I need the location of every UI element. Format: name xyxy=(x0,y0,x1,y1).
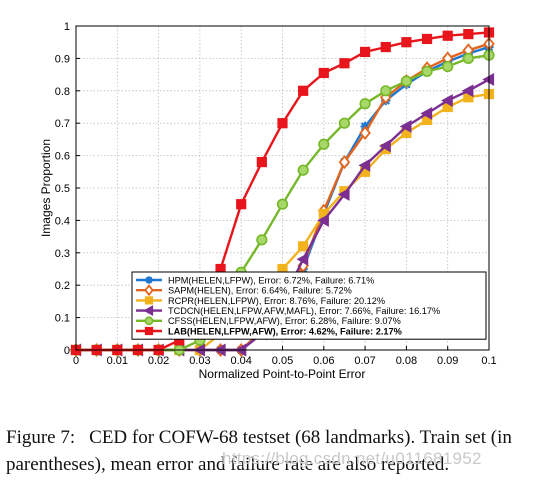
x-tick-label: 0.02 xyxy=(148,355,169,367)
y-tick-label: 0.3 xyxy=(55,248,70,260)
data-point xyxy=(421,33,433,45)
data-point xyxy=(317,213,329,227)
data-point xyxy=(296,252,309,266)
data-point xyxy=(298,241,309,252)
y-tick-label: 0.5 xyxy=(55,183,70,195)
legend-box xyxy=(131,271,487,340)
y-tick-label: 0.7 xyxy=(55,118,70,130)
y-tick-label: 0.8 xyxy=(55,86,70,98)
data-point xyxy=(380,41,391,53)
legend-item: TCDCN(HELEN,LFPW,AFW,MAFL), Error: 7.66%… xyxy=(136,305,440,317)
data-point xyxy=(359,98,371,110)
plot-frame xyxy=(75,25,490,351)
caption-number: Figure 7: xyxy=(6,427,76,448)
x-tick-label: 0.04 xyxy=(230,355,251,367)
figure-caption: Figure 7: CED for COFW-68 testset (68 lan… xyxy=(6,424,542,478)
legend-label: HPM(HELEN,LFPW), Error: 6.72%, Failure: … xyxy=(168,275,374,285)
legend-label: CFSS(HELEN,LFPW,AFW), Error: 6.28%, Fail… xyxy=(168,316,401,326)
x-tick-label: 0.01 xyxy=(107,355,128,367)
x-tick-label: 0.1 xyxy=(481,355,496,367)
legend-marker xyxy=(144,316,154,326)
legend-label: SAPM(HELEN), Error: 6.64%, Failure: 5.72… xyxy=(168,286,352,296)
data-point xyxy=(441,94,453,107)
legend-label: TCDCN(HELEN,LFPW,AFW,MAFL), Error: 7.66%… xyxy=(168,306,440,316)
y-tick-label: 1 xyxy=(64,21,70,33)
watermark: https://blog.csdn.net/u011681952 xyxy=(222,449,482,468)
legend-item: LAB(HELEN,LFPW,AFW), Error: 4.62%, Failu… xyxy=(136,326,402,336)
x-tick-label: 0.03 xyxy=(189,355,210,367)
x-tick-label: 0.05 xyxy=(272,355,293,367)
data-point xyxy=(276,198,289,210)
data-point xyxy=(400,75,413,87)
data-point xyxy=(420,107,433,120)
y-axis-label: Images Proportion xyxy=(39,139,53,237)
data-point xyxy=(338,155,351,170)
data-point xyxy=(318,138,330,150)
legend-item: CFSS(HELEN,LFPW,AFW), Error: 6.28%, Fail… xyxy=(136,316,401,326)
data-point xyxy=(401,37,412,48)
data-point xyxy=(359,125,371,140)
legend-marker xyxy=(144,296,154,305)
y-tick-label: 0.6 xyxy=(55,151,70,163)
data-point xyxy=(442,30,453,41)
legend-item: RCPR(HELEN,LFPW), Error: 8.76%, Failure:… xyxy=(136,296,385,306)
data-point xyxy=(463,29,474,40)
x-tick-label: 0.07 xyxy=(354,355,375,367)
x-tick-label: 0 xyxy=(73,355,79,367)
legend-label: LAB(HELEN,LFPW,AFW), Error: 4.62%, Failu… xyxy=(168,326,402,336)
data-point xyxy=(421,65,433,77)
data-point xyxy=(442,60,454,73)
y-tick-label: 0 xyxy=(64,345,70,357)
legend-item: HPM(HELEN,LFPW), Error: 6.72%, Failure: … xyxy=(136,275,374,285)
y-tick-label: 0.2 xyxy=(55,280,70,292)
legend-item: SAPM(HELEN), Error: 6.64%, Failure: 5.72… xyxy=(136,284,352,297)
legend-label: RCPR(HELEN,LFPW), Error: 8.76%, Failure:… xyxy=(168,296,385,306)
ced-chart: 0 0.01 0.02 0.03 0.04 0.05 0.06 0.07 0.08 0.09 0.1… xyxy=(39,21,497,381)
legend-marker xyxy=(144,284,154,297)
legend: HPM(HELEN,LFPW), Error: 6.72%, Failure: … xyxy=(131,271,487,340)
data-point xyxy=(380,85,392,97)
data-point xyxy=(360,46,371,58)
data-point xyxy=(358,158,371,172)
data-point xyxy=(338,117,351,129)
legend-marker xyxy=(143,305,154,317)
data-point xyxy=(297,164,309,176)
data-point xyxy=(461,84,474,98)
legend-marker xyxy=(144,326,154,336)
y-tick-label: 0.9 xyxy=(55,53,70,65)
x-tick-label: 0.09 xyxy=(437,355,458,367)
data-point xyxy=(298,85,309,96)
x-tick-label: 0.08 xyxy=(396,355,417,367)
legend-marker xyxy=(145,276,153,284)
data-point xyxy=(256,234,268,246)
x-axis-label: Normalized Point-to-Point Error xyxy=(199,367,366,381)
caption-text: CED for COFW-68 testset (68 landmarks). … xyxy=(6,427,512,475)
y-tick-label: 0.1 xyxy=(55,313,70,325)
data-point xyxy=(462,52,474,65)
data-point xyxy=(399,119,412,133)
data-point xyxy=(256,156,267,168)
y-tick-label: 0.4 xyxy=(55,215,70,227)
data-point xyxy=(337,188,350,201)
x-tick-label: 0.06 xyxy=(313,355,334,367)
data-point xyxy=(379,139,391,153)
data-point xyxy=(236,199,247,210)
data-point xyxy=(277,118,288,129)
data-point xyxy=(318,67,329,79)
data-point xyxy=(339,58,350,69)
